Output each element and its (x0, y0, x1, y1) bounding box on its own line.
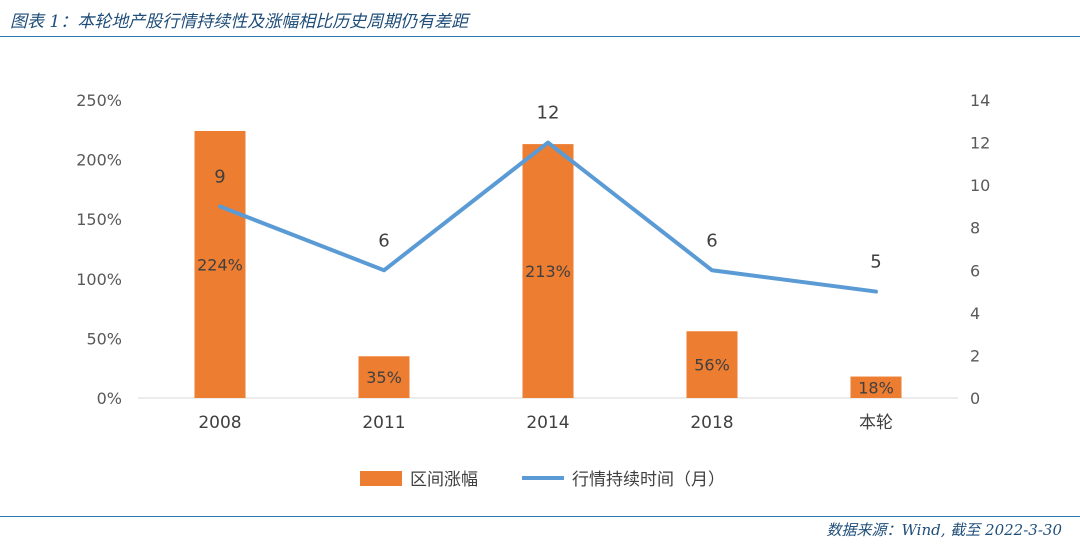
bar (358, 356, 410, 398)
right-tick-label: 8 (970, 219, 980, 238)
bar-data-label: 35% (366, 368, 402, 387)
bar (850, 376, 902, 398)
legend-swatch-bar (360, 471, 402, 486)
right-tick-label: 10 (970, 176, 990, 195)
combo-chart: 0% 50% 100% 150% 200% 250% 0 2 4 6 8 10 12 14 224% 35… (76, 91, 990, 490)
left-tick-label: 100% (76, 270, 122, 289)
line-data-label: 12 (537, 103, 560, 124)
right-axis-ticks: 0 2 4 6 8 10 12 14 (970, 91, 990, 408)
right-tick-label: 6 (970, 261, 980, 280)
right-tick-label: 0 (970, 389, 980, 408)
bar-data-label: 224% (197, 255, 243, 274)
left-axis-ticks: 0% 50% 100% 150% 200% 250% (76, 91, 122, 408)
category-label: 2011 (362, 413, 405, 433)
category-label: 2008 (198, 413, 241, 433)
bar (194, 130, 246, 398)
category-label: 2018 (690, 413, 733, 433)
legend: 区间涨幅 行情持续时间（月） (360, 470, 725, 490)
figure-title: 图表 1：本轮地产股行情持续性及涨幅相比历史周期仍有差距 (10, 12, 469, 32)
right-tick-label: 4 (970, 304, 980, 323)
line-data-label: 6 (378, 230, 389, 251)
legend-label-bar: 区间涨幅 (410, 470, 478, 490)
left-tick-label: 150% (76, 210, 122, 229)
source-note: 数据来源：Wind, 截至 2022-3-30 (826, 521, 1062, 539)
category-labels: 2008 2011 2014 2018 本轮 (198, 413, 893, 433)
legend-label-line: 行情持续时间（月） (572, 470, 725, 490)
left-tick-label: 50% (86, 329, 122, 348)
bar (522, 144, 574, 398)
left-tick-label: 200% (76, 151, 122, 170)
header-divider (0, 36, 1080, 37)
bar (686, 331, 738, 398)
left-tick-label: 250% (76, 91, 122, 110)
line-data-label: 6 (706, 230, 717, 251)
bar-data-label: 56% (694, 356, 730, 375)
line-data-label: 9 (214, 166, 225, 187)
category-label: 本轮 (859, 413, 893, 433)
line-series: 9 6 12 6 5 (214, 103, 882, 294)
right-tick-label: 2 (970, 346, 980, 365)
left-tick-label: 0% (97, 389, 122, 408)
right-tick-label: 14 (970, 91, 990, 110)
line-data-label: 5 (870, 252, 881, 273)
right-tick-label: 12 (970, 134, 990, 153)
bar-series: 224% 35% 213% 56% 18% (194, 130, 902, 398)
category-label: 2014 (526, 413, 569, 433)
footer-divider (0, 516, 1080, 517)
bar-data-label: 213% (525, 262, 571, 281)
bar-data-label: 18% (858, 378, 894, 397)
